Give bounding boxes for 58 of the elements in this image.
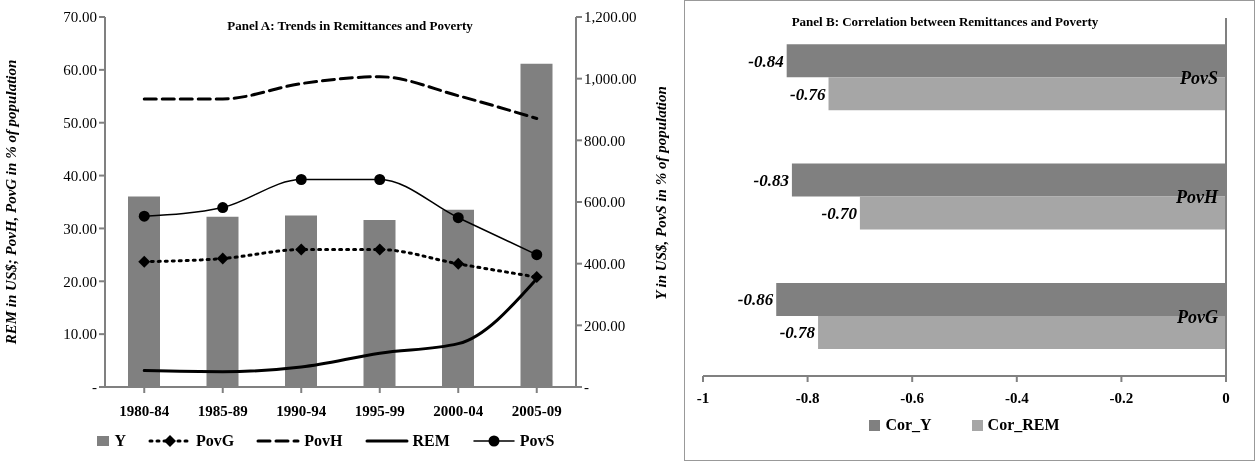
y2-tick-label: 800.00 <box>584 132 626 149</box>
y-tick-label: - <box>92 379 97 396</box>
chart-title: Panel B: Correlation between Remittances and Poverty <box>791 14 1099 29</box>
y-tick-label: 40.00 <box>63 167 97 184</box>
data-label: -0.84 <box>748 51 784 71</box>
data-label: -0.70 <box>821 204 858 224</box>
legend-label: PovH <box>304 432 343 450</box>
y-tick-label: 70.00 <box>63 9 97 26</box>
point <box>295 173 307 185</box>
legend-label: Cor_REM <box>987 416 1060 434</box>
point <box>216 252 229 265</box>
y2-tick-label: - <box>584 379 589 396</box>
y2-tick-label: 1,000.00 <box>584 70 637 87</box>
point <box>217 202 229 214</box>
y-tick-label: PovS <box>1179 68 1218 89</box>
point <box>374 173 386 185</box>
point <box>452 212 464 224</box>
y2-tick-label: 400.00 <box>584 255 626 272</box>
x-tick-label: 1980-84 <box>119 402 170 419</box>
point <box>138 210 150 222</box>
y2-tick-label: 200.00 <box>584 317 626 334</box>
x-tick-label: -1 <box>696 389 710 406</box>
y-tick-label: 30.00 <box>63 220 97 237</box>
point <box>138 255 151 268</box>
y-tick-label: PovG <box>1176 306 1218 327</box>
x-tick-label: -0.6 <box>900 389 925 406</box>
point <box>452 257 465 270</box>
x-tick-label: 1995-99 <box>354 402 405 419</box>
x-tick-label: 1990-94 <box>276 402 327 419</box>
point <box>531 249 543 261</box>
line-series <box>142 75 539 120</box>
legend-label: Cor_Y <box>885 416 932 434</box>
y2-tick-label: 1,200.00 <box>584 9 637 26</box>
data-label: -0.86 <box>737 290 774 310</box>
x-tick-label: 1985-89 <box>197 402 248 419</box>
x-tick-label: 2005-09 <box>511 402 562 419</box>
y-tick-label: 10.00 <box>63 326 97 343</box>
chart-title: Panel A: Trends in Remittances and Poverty <box>227 18 474 33</box>
data-label: -0.78 <box>779 323 816 343</box>
y-tick-label: 60.00 <box>63 62 97 79</box>
x-tick-label: -0.4 <box>1004 389 1030 406</box>
y2-tick-label: 600.00 <box>584 194 626 211</box>
y-tick-label: 20.00 <box>63 273 97 290</box>
data-label: -0.83 <box>753 171 790 191</box>
data-label: -0.76 <box>790 84 827 104</box>
y-axis-title: REM in US$; PovH, PovG in % of population <box>3 59 20 346</box>
x-tick-label: -0.2 <box>1109 389 1134 406</box>
x-tick-label: -0.8 <box>795 389 820 406</box>
legend-label: REM <box>412 432 450 450</box>
y-tick-label: PovH <box>1175 187 1219 208</box>
legend-label: PovG <box>196 432 235 450</box>
x-tick-label: 0 <box>1222 389 1230 406</box>
y-tick-label: 50.00 <box>63 115 97 132</box>
point <box>530 271 543 284</box>
x-tick-label: 2000-04 <box>433 402 484 419</box>
legend-label: PovS <box>519 432 555 450</box>
y2-axis-title: Y in US$, PovS in % of population <box>653 86 669 300</box>
legend-label: Y <box>114 432 127 450</box>
